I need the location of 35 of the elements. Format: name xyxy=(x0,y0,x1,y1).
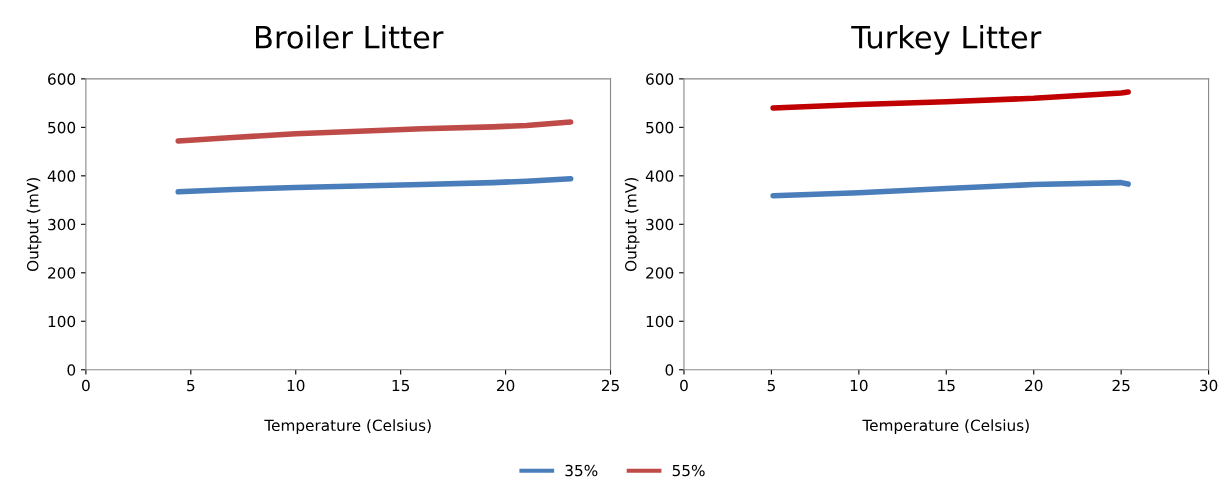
y-tick-label: 0 xyxy=(665,364,674,376)
x-tick-label: 0 xyxy=(82,379,90,392)
y-tick-label: 600 xyxy=(48,73,76,85)
y-tick-label: 300 xyxy=(646,218,674,231)
x-tick-label: 20 xyxy=(1025,379,1043,392)
y-tick-label: 500 xyxy=(646,121,674,134)
y-tick-label: 100 xyxy=(646,315,674,328)
x-tick-label: 5 xyxy=(187,379,195,392)
y-tick-label: 500 xyxy=(48,121,76,134)
x-tick-label: 10 xyxy=(287,379,305,392)
x-tick-label: 10 xyxy=(850,379,868,392)
x-tick-label: 20 xyxy=(496,379,515,392)
x-tick-label: 25 xyxy=(1112,379,1130,392)
y-tick-label: 600 xyxy=(646,73,674,85)
x-tick-label: 15 xyxy=(938,379,955,392)
x-axis-title: Temperature (Celsius) xyxy=(862,419,1029,435)
x-tick-label: 15 xyxy=(392,379,410,392)
y-tick-label: 200 xyxy=(48,267,76,279)
y-tick-label: 300 xyxy=(48,218,76,231)
y-tick-label: 200 xyxy=(646,267,674,279)
y-axis-title: Output (mV) xyxy=(26,178,42,272)
y-tick-label: 100 xyxy=(48,315,76,328)
chart-title: Broiler Litter xyxy=(255,25,444,49)
y-axis-title: Output (mV) xyxy=(624,178,640,272)
x-tick-label: 0 xyxy=(680,379,688,392)
legend-label: 35% xyxy=(565,464,598,477)
chart-title: Turkey Litter xyxy=(851,25,1042,55)
legend-label: 55% xyxy=(672,464,705,477)
x-tick-label: 25 xyxy=(601,379,619,392)
x-tick-label: 30 xyxy=(1200,379,1218,392)
y-tick-label: 400 xyxy=(47,170,76,182)
x-axis-title: Temperature (Celsius) xyxy=(264,419,431,435)
x-tick-label: 5 xyxy=(767,379,775,392)
y-tick-label: 400 xyxy=(645,170,674,182)
y-tick-label: 0 xyxy=(67,364,76,376)
